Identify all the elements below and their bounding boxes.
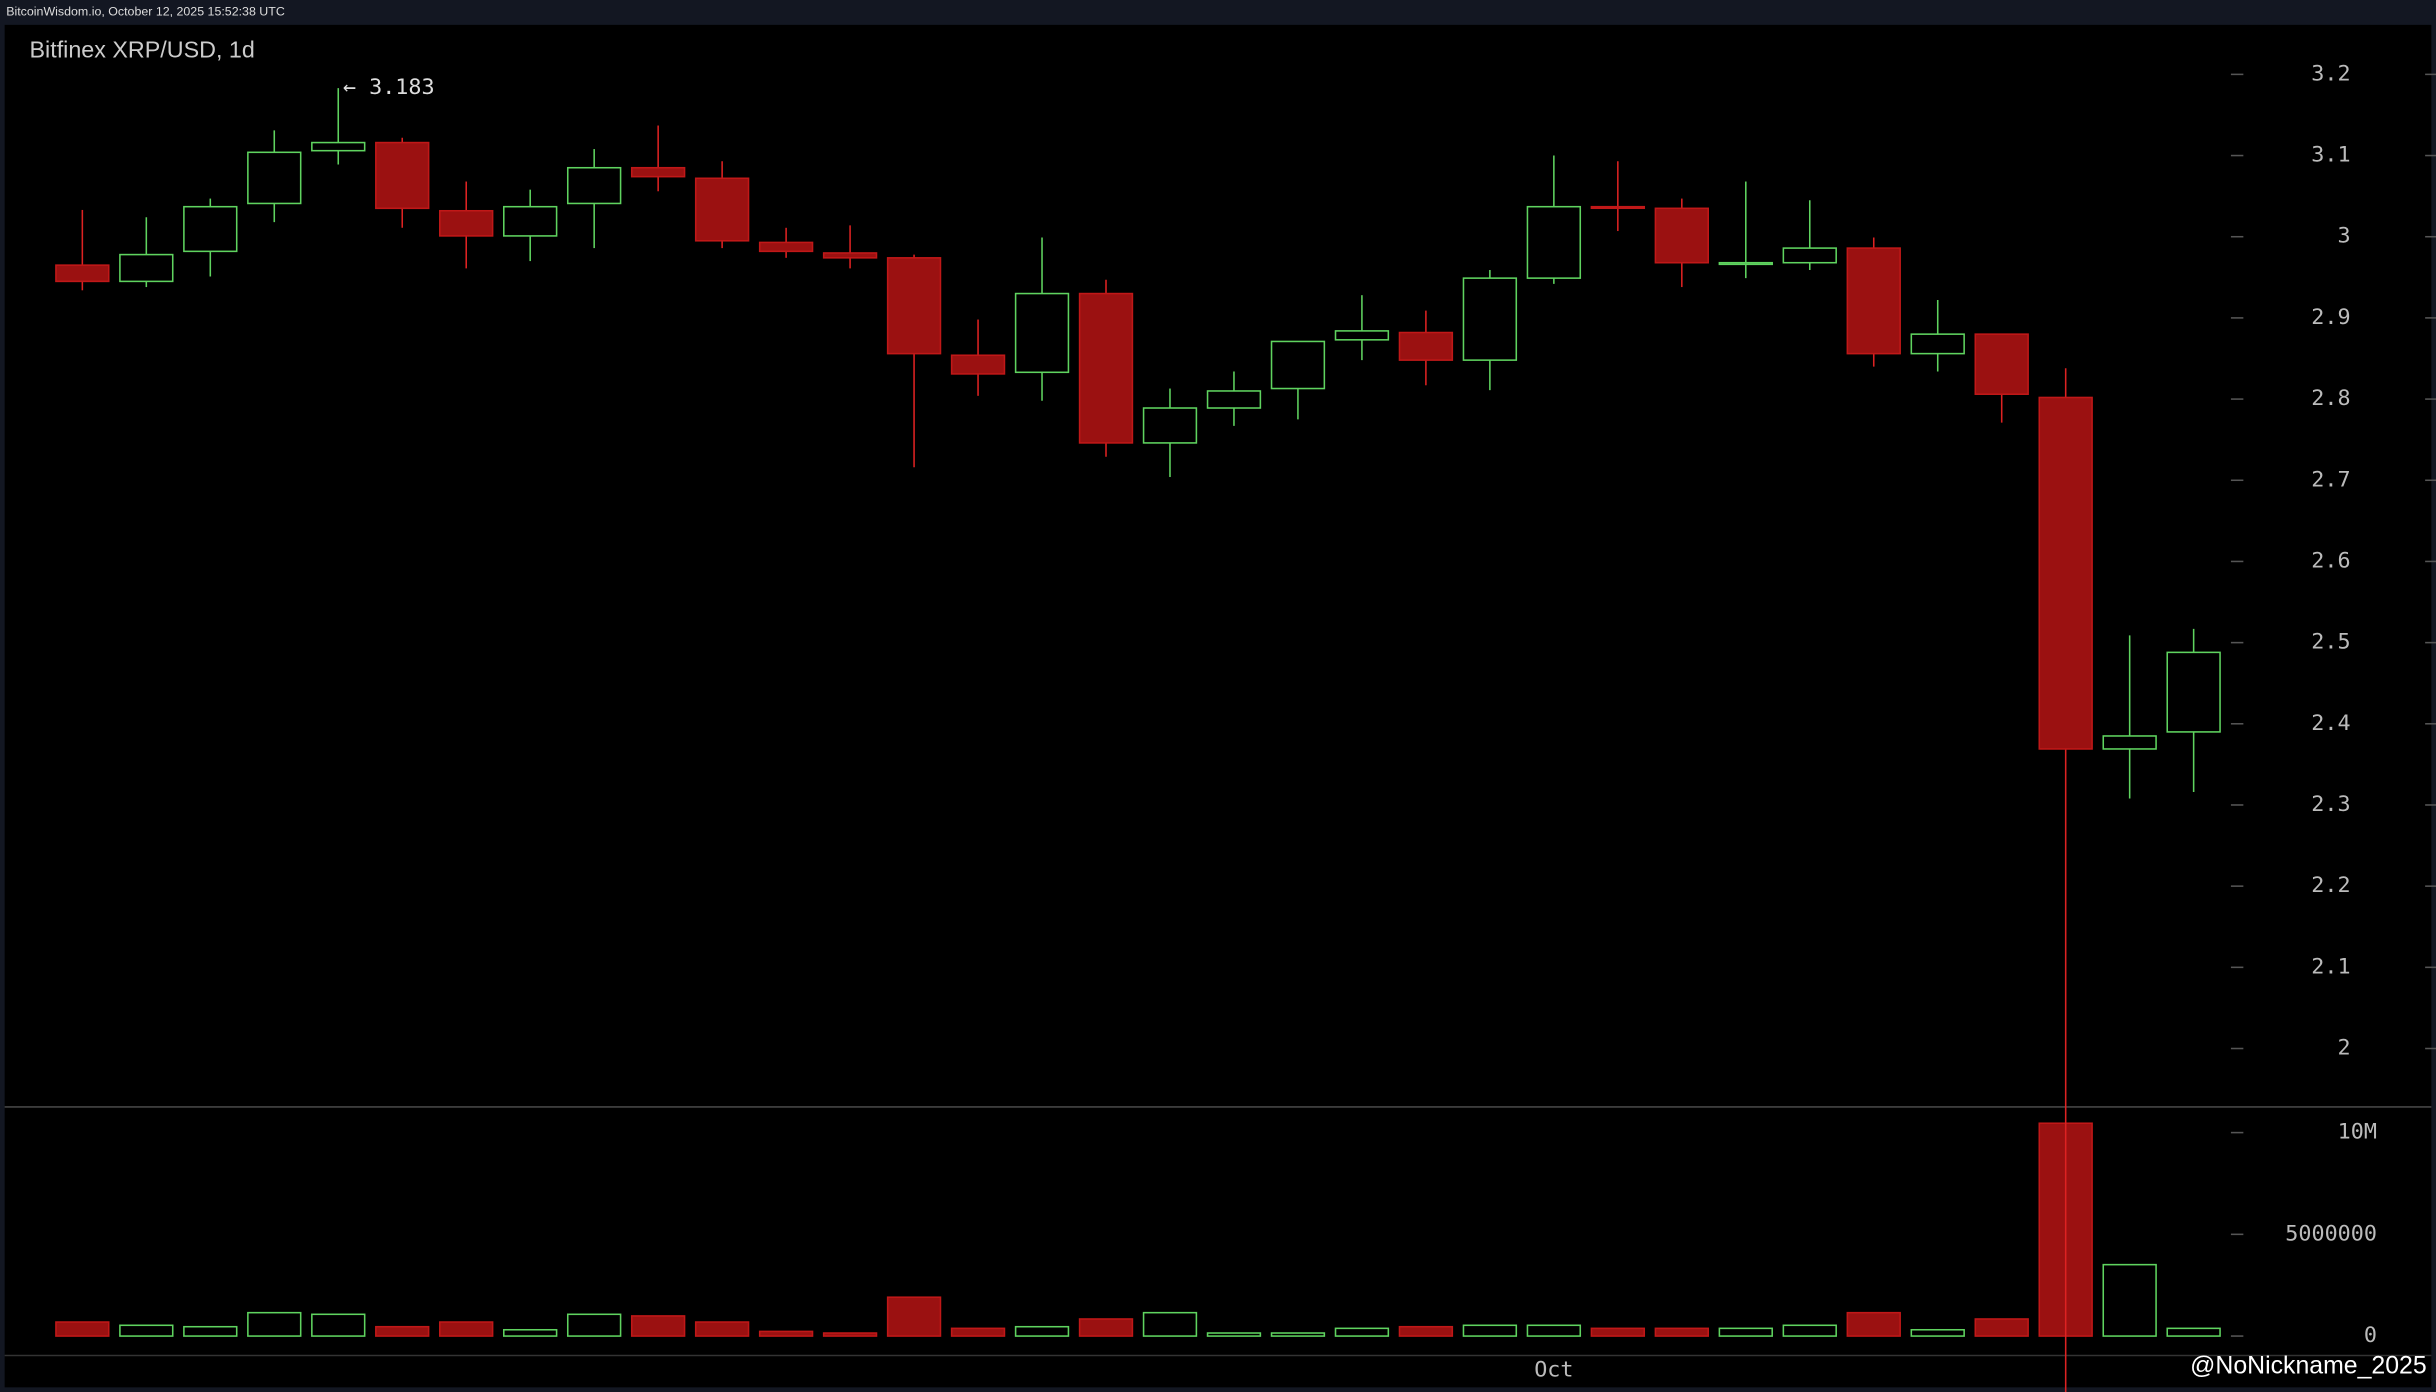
- volume-bar: [1590, 1327, 1646, 1337]
- volume-bar: [375, 1325, 430, 1337]
- candle-body: [1462, 277, 1518, 361]
- volume-bar: [1014, 1325, 1070, 1337]
- volume-bar: [1526, 1324, 1582, 1337]
- volume-bar: [1078, 1318, 1134, 1337]
- chart-area: [4, 24, 2432, 1388]
- volume-bar: [1718, 1327, 1773, 1337]
- volume-bar: [247, 1311, 302, 1337]
- y-tick-label: 0: [2364, 1323, 2377, 1348]
- volume-bar: [758, 1330, 814, 1337]
- volume-bar: [1206, 1332, 1262, 1337]
- volume-bar: [439, 1321, 494, 1337]
- y-tick-label: 2.4: [2311, 711, 2350, 736]
- candle-body: [183, 205, 238, 253]
- volume-bar: [119, 1324, 174, 1337]
- volume-bar: [1782, 1324, 1837, 1337]
- y-tick-label: 3.2: [2311, 61, 2350, 86]
- candle-body: [630, 166, 686, 178]
- y-tick-label: 2.9: [2311, 305, 2350, 330]
- volume-bar: [183, 1325, 238, 1337]
- volume-bar: [950, 1327, 1006, 1337]
- high-annotation: ← 3.183: [343, 75, 435, 100]
- candle-body: [1206, 390, 1262, 409]
- candle-body: [375, 141, 430, 210]
- candle-body: [886, 257, 942, 355]
- y-tick-label: 2.8: [2311, 386, 2350, 411]
- y-tick-label: 2.2: [2311, 873, 2350, 898]
- y-tick-label: 10M: [2338, 1120, 2377, 1145]
- candle-body: [1590, 205, 1646, 210]
- volume-bar: [2102, 1263, 2157, 1337]
- y-tick-label: 5000000: [2285, 1221, 2377, 1246]
- y-tick-label: 2.7: [2311, 467, 2350, 492]
- candle-body: [1718, 261, 1773, 266]
- candle-body: [1846, 247, 1901, 355]
- volume-bar: [822, 1332, 878, 1337]
- volume-bar: [2166, 1327, 2221, 1337]
- candle-body: [311, 141, 366, 152]
- volume-bar: [311, 1313, 366, 1337]
- candle-body: [1398, 331, 1454, 361]
- candle-body: [1526, 205, 1582, 279]
- header: BitcoinWisdom.io, October 12, 2025 15:52…: [6, 5, 285, 19]
- candle-body: [2166, 651, 2221, 733]
- candle-body: [822, 252, 878, 259]
- candle-body: [1078, 292, 1134, 444]
- candle-body: [503, 205, 558, 237]
- candle-body: [1782, 247, 1837, 264]
- candle-body: [2038, 396, 2093, 750]
- volume-bar: [886, 1296, 942, 1337]
- volume-bar: [1910, 1328, 1965, 1337]
- candle-body: [55, 264, 110, 283]
- volume-bar: [1654, 1327, 1709, 1337]
- volume-bar: [1462, 1324, 1518, 1337]
- volume-bar: [1334, 1327, 1390, 1337]
- volume-bar: [630, 1315, 686, 1337]
- y-tick-label: 2.1: [2311, 954, 2350, 979]
- y-tick-label: 3.1: [2311, 143, 2350, 168]
- y-tick-label: 2: [2337, 1036, 2350, 1061]
- candle-body: [1142, 407, 1198, 444]
- y-tick-label: 2.5: [2311, 630, 2350, 655]
- candle-body: [247, 151, 302, 205]
- candle-body: [1654, 207, 1709, 264]
- volume-bar: [55, 1321, 110, 1337]
- candle-body: [1910, 333, 1965, 355]
- candle-body: [566, 166, 622, 205]
- chart-title: Bitfinex XRP/USD, 1d: [30, 36, 255, 62]
- watermark: @NoNickname_2025: [2190, 1353, 2427, 1380]
- candle-body: [439, 209, 494, 237]
- volume-bar: [503, 1328, 558, 1337]
- volume-bar: [1142, 1311, 1198, 1337]
- candle-body: [758, 241, 814, 253]
- candle-body: [694, 177, 750, 242]
- candle-body: [1014, 292, 1070, 374]
- candle-body: [1974, 333, 2029, 395]
- candle-body: [1270, 340, 1326, 390]
- candle-body: [2102, 735, 2157, 750]
- y-tick-label: 2.3: [2311, 792, 2350, 817]
- volume-bar: [1398, 1325, 1454, 1337]
- y-tick-label: 2.6: [2311, 548, 2350, 573]
- candle-body: [119, 253, 174, 283]
- candle-body: [950, 354, 1006, 375]
- volume-bar: [694, 1321, 750, 1337]
- y-tick-label: 3: [2337, 224, 2350, 249]
- volume-bar: [1270, 1332, 1326, 1337]
- volume-bar: [1846, 1311, 1901, 1337]
- volume-bar: [566, 1313, 622, 1337]
- volume-bar: [1974, 1318, 2029, 1337]
- x-tick-label: Oct: [1534, 1357, 1573, 1382]
- candle-body: [1334, 330, 1390, 341]
